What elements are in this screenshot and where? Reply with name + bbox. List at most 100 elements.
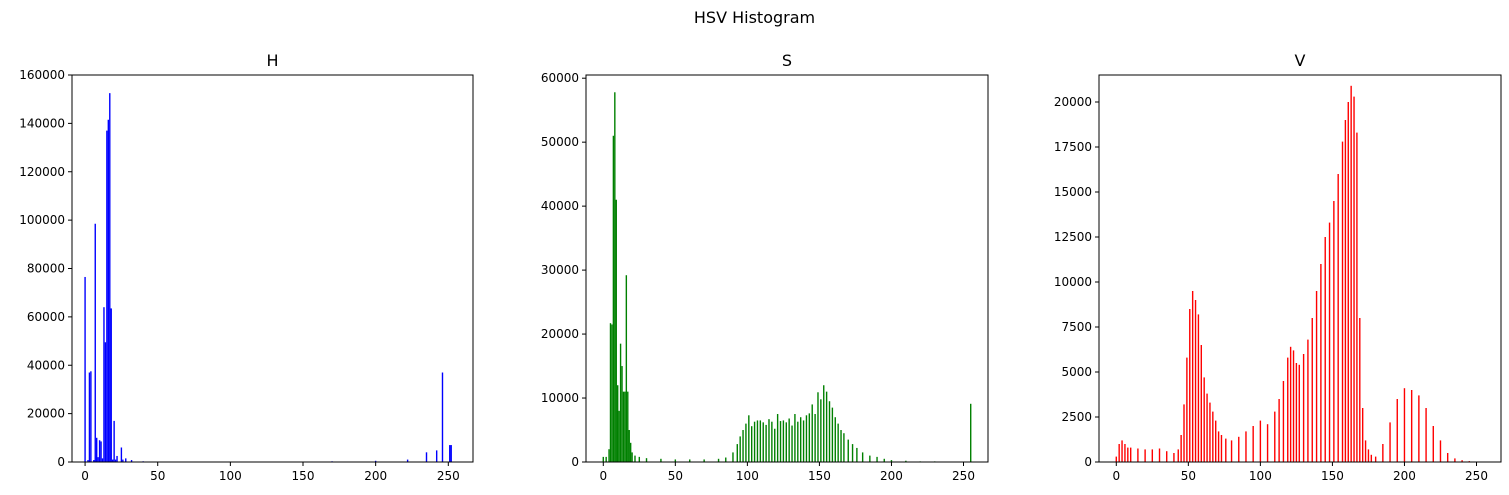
y-tick-label: 7500 (1061, 320, 1092, 334)
axes-frame (71, 74, 474, 463)
histogram-bar (794, 414, 796, 462)
x-tick-label: 100 (1249, 469, 1272, 483)
figure-suptitle: HSV Histogram (693, 8, 816, 27)
x-tick-label: 50 (150, 469, 165, 483)
histogram-bar (1347, 102, 1349, 462)
histogram-bar (93, 460, 95, 462)
histogram-bar (1344, 120, 1347, 462)
y-tick-label: 20000 (1054, 95, 1092, 109)
histogram-bar (890, 460, 893, 462)
histogram-bar (1359, 318, 1361, 462)
histogram-bar (883, 458, 885, 462)
x-tick-label: 200 (880, 469, 903, 483)
histogram-bar (104, 342, 107, 462)
y-tick-label: 5000 (1061, 365, 1092, 379)
histogram-bar (817, 392, 819, 462)
histogram-bar (788, 418, 790, 462)
histogram-bar (811, 404, 813, 462)
histogram-bar (1183, 404, 1185, 462)
histogram-bar (109, 93, 111, 462)
histogram-bar (645, 458, 648, 462)
histogram-bar (1307, 339, 1309, 462)
y-tick-label: 100000 (19, 213, 65, 227)
histogram-bar (876, 456, 878, 462)
histogram-bar (1350, 85, 1352, 463)
histogram-bar (450, 445, 452, 462)
histogram-bar (1446, 453, 1449, 462)
histogram-bar (751, 426, 753, 462)
histogram-bar (1121, 440, 1123, 462)
histogram-bar (1333, 201, 1335, 462)
histogram-bar (732, 452, 734, 462)
histogram-bar (674, 459, 677, 462)
histogram-bar (103, 307, 105, 462)
histogram-bar (130, 460, 133, 462)
histogram-bar (435, 450, 438, 462)
histogram-bar (753, 421, 756, 462)
histogram-bar (1461, 460, 1463, 462)
histogram-bar (1382, 444, 1384, 462)
histogram-bar (1194, 300, 1197, 462)
histogram-bar (1282, 381, 1285, 462)
histogram-bar (90, 371, 92, 462)
histogram-bar (1374, 456, 1377, 462)
histogram-bar (618, 410, 620, 462)
histogram-bar (1151, 449, 1154, 462)
histogram-bar (1320, 264, 1322, 462)
histogram-bar (703, 459, 705, 462)
x-tick-label: 250 (437, 469, 460, 483)
histogram-bar (1212, 411, 1214, 462)
histogram-bar (774, 428, 776, 462)
histogram-bar (797, 421, 799, 462)
histogram-bar (689, 459, 691, 462)
histogram-bar (759, 420, 762, 462)
histogram-bar (768, 419, 770, 462)
histogram-bar (1439, 440, 1442, 462)
histogram-bar (1287, 357, 1289, 462)
x-tick-label: 0 (81, 469, 89, 483)
histogram-bar (1118, 444, 1120, 462)
histogram-bar (1173, 453, 1175, 462)
histogram-bar (1186, 357, 1188, 462)
histogram-bar (125, 458, 127, 462)
histogram-bar (843, 433, 845, 462)
histogram-bar (1245, 431, 1247, 462)
histogram-bar (1209, 402, 1211, 462)
histogram-bar (374, 460, 377, 462)
histogram-bar (1206, 393, 1208, 462)
histogram-bar (861, 452, 864, 462)
subplot-v: 0 50 100 150 200 2500250050007500100001250015… (1054, 51, 1502, 483)
histogram-bar (111, 459, 114, 462)
histogram-bar (1266, 424, 1269, 462)
x-tick-label: 100 (736, 469, 759, 483)
histogram-bar (611, 324, 613, 462)
histogram-bar (1295, 363, 1298, 462)
histogram-bar (1259, 420, 1262, 462)
histogram-bar (1274, 411, 1276, 462)
histogram-bar (970, 403, 972, 462)
histogram-bar (96, 437, 98, 462)
histogram-bar (828, 401, 831, 462)
y-tick-label: 12500 (1054, 230, 1092, 244)
y-tick-label: 10000 (1054, 275, 1092, 289)
histogram-bar (1302, 354, 1305, 462)
histogram-bar (609, 323, 612, 462)
y-tick-label: 0 (57, 455, 65, 469)
x-tick-label: 150 (292, 469, 315, 483)
x-tick-label: 200 (1393, 469, 1416, 483)
x-tick-label: 250 (1465, 469, 1488, 483)
y-tick-label: 17500 (1054, 140, 1092, 154)
histogram-bar (1367, 449, 1370, 462)
histogram-bar (856, 447, 858, 462)
histogram-bar (660, 458, 662, 462)
axes-frame (1098, 74, 1502, 463)
histogram-bar (869, 455, 871, 462)
histogram-bar (625, 275, 628, 462)
histogram-bar (605, 456, 607, 462)
x-tick-label: 50 (1181, 469, 1196, 483)
histogram-bar (791, 425, 793, 462)
histogram-bar (1203, 377, 1205, 462)
histogram-bar (1189, 309, 1191, 462)
histogram-bar (98, 440, 101, 462)
histogram-bar (1328, 222, 1331, 462)
